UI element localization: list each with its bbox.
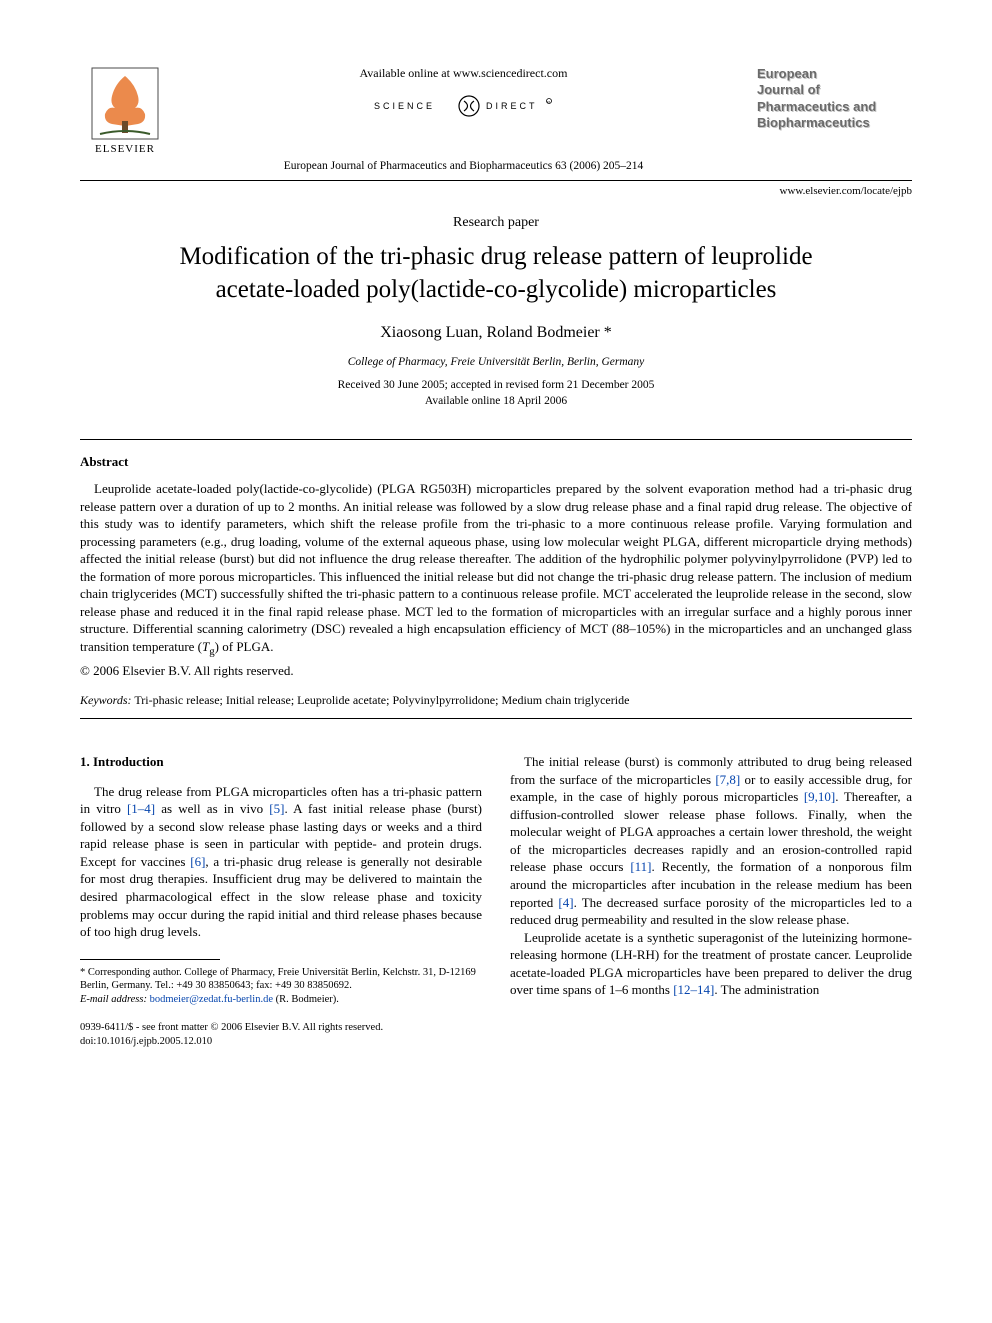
ref-7-8[interactable]: [7,8]	[715, 772, 740, 787]
corr-text: * Corresponding author. College of Pharm…	[80, 966, 482, 993]
doi-line: doi:10.1016/j.ejpb.2005.12.010	[80, 1035, 383, 1049]
publisher-name: ELSEVIER	[95, 143, 155, 155]
ref-12-14[interactable]: [12–14]	[673, 982, 714, 997]
intro-p2: The initial release (burst) is commonly …	[510, 753, 912, 928]
journal-title-box: European Journal of Pharmaceutics and Bi…	[757, 66, 912, 131]
journal-title-l3: Pharmaceutics and	[757, 99, 912, 115]
keywords-label: Keywords:	[80, 693, 132, 707]
article-dates: Received 30 June 2005; accepted in revis…	[80, 378, 912, 409]
footnote-separator	[80, 959, 220, 960]
header-row: ELSEVIER Available online at www.science…	[80, 66, 912, 172]
intro-heading: 1. Introduction	[80, 753, 482, 771]
t: . The administration	[714, 982, 819, 997]
abstract-heading: Abstract	[80, 454, 912, 470]
affiliation: College of Pharmacy, Freie Universität B…	[80, 356, 912, 368]
publisher-block: ELSEVIER	[80, 66, 170, 155]
footer-row: 0939-6411/$ - see front matter © 2006 El…	[80, 1021, 482, 1049]
abstract-copyright: © 2006 Elsevier B.V. All rights reserved…	[80, 663, 912, 679]
left-column: 1. Introduction The drug release from PL…	[80, 753, 482, 1049]
email-tail: (R. Bodmeier).	[273, 994, 339, 1005]
sciencedirect-logo-icon: SCIENCE DIRECT R	[374, 95, 554, 119]
email-label: E-mail address:	[80, 994, 147, 1005]
keywords-list: Tri-phasic release; Initial release; Leu…	[134, 693, 629, 707]
intro-p3: Leuprolide acetate is a synthetic supera…	[510, 929, 912, 999]
journal-url[interactable]: www.elsevier.com/locate/ejpb	[80, 185, 912, 197]
two-column-body: 1. Introduction The drug release from PL…	[80, 753, 912, 1049]
abstract-part2: ) of PLGA.	[215, 639, 274, 654]
t: as well as in vivo	[155, 801, 269, 816]
authors: Xiaosong Luan, Roland Bodmeier *	[80, 324, 912, 342]
ref-9-10[interactable]: [9,10]	[804, 789, 835, 804]
page: ELSEVIER Available online at www.science…	[0, 0, 992, 1089]
abstract-bottom-rule	[80, 718, 912, 719]
ref-4[interactable]: [4]	[558, 895, 573, 910]
issn-line: 0939-6411/$ - see front matter © 2006 El…	[80, 1021, 383, 1035]
journal-title-l4: Biopharmaceutics	[757, 115, 912, 131]
journal-citation: European Journal of Pharmaceutics and Bi…	[190, 160, 737, 172]
journal-title-l2: Journal of	[757, 82, 912, 98]
ref-1-4[interactable]: [1–4]	[127, 801, 155, 816]
right-column: The initial release (burst) is commonly …	[510, 753, 912, 1049]
article-title: Modification of the tri-phasic drug rele…	[140, 241, 852, 306]
available-online-line: Available online at www.sciencedirect.co…	[190, 66, 737, 81]
svg-text:DIRECT: DIRECT	[486, 101, 538, 111]
svg-text:SCIENCE: SCIENCE	[374, 101, 435, 111]
article-type: Research paper	[80, 215, 912, 231]
abstract-part1: Leuprolide acetate-loaded poly(lactide-c…	[80, 481, 912, 654]
footer-left: 0939-6411/$ - see front matter © 2006 El…	[80, 1021, 383, 1049]
email-address[interactable]: bodmeier@zedat.fu-berlin.de	[150, 994, 273, 1005]
center-header: Available online at www.sciencedirect.co…	[170, 66, 757, 172]
svg-text:R: R	[547, 99, 550, 104]
corresponding-author-footnote: * Corresponding author. College of Pharm…	[80, 966, 482, 1007]
corr-email-line: E-mail address: bodmeier@zedat.fu-berlin…	[80, 993, 482, 1007]
ref-5[interactable]: [5]	[269, 801, 284, 816]
header-rule	[80, 180, 912, 181]
ref-11[interactable]: [11]	[630, 859, 651, 874]
available-online-date: Available online 18 April 2006	[425, 395, 567, 407]
intro-p1: The drug release from PLGA microparticle…	[80, 783, 482, 941]
journal-title-l1: European	[757, 66, 912, 82]
elsevier-tree-logo-icon	[90, 66, 160, 141]
received-line: Received 30 June 2005; accepted in revis…	[338, 379, 655, 391]
keywords-line: Keywords: Tri-phasic release; Initial re…	[80, 693, 912, 708]
abstract-text: Leuprolide acetate-loaded poly(lactide-c…	[80, 480, 912, 659]
ref-6[interactable]: [6]	[190, 854, 205, 869]
